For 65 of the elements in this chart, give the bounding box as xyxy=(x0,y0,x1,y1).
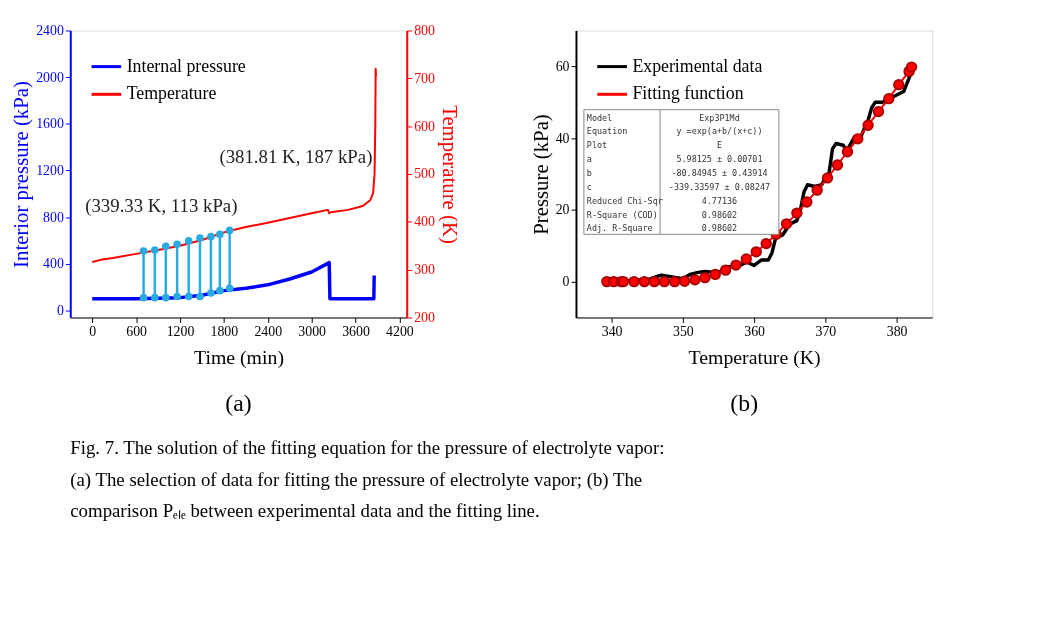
annotation: Reduced Chi-Sqr xyxy=(586,195,663,206)
y2-tick-label: 800 xyxy=(414,22,436,38)
annotation: c xyxy=(586,181,592,192)
y2-tick-label: 600 xyxy=(414,118,436,134)
x-tick-label: 2400 xyxy=(254,323,283,339)
annotation: E xyxy=(716,140,722,151)
legend-label: Fitting function xyxy=(632,83,744,104)
y-tick-label: 1200 xyxy=(36,162,64,178)
annotation: Exp3P1Md xyxy=(699,112,740,123)
x-tick-label: 360 xyxy=(744,323,766,339)
x-tick-label: 600 xyxy=(126,323,148,339)
x-axis-title: Time (min) xyxy=(194,346,284,370)
y-tick-label: 0 xyxy=(56,302,64,318)
annotation: b xyxy=(586,167,592,178)
x-tick-label: 1800 xyxy=(210,323,239,339)
text: (b) xyxy=(730,390,759,417)
annotation: Adj. R-Square xyxy=(586,223,653,234)
annotation: 5.98125 ± 0.00701 xyxy=(676,154,763,165)
y-tick-label: 1600 xyxy=(36,116,64,132)
annotation: 0.98602 xyxy=(701,223,738,234)
y2-tick-label: 400 xyxy=(414,214,436,230)
annotation: a xyxy=(586,154,592,165)
x-tick-label: 380 xyxy=(886,323,908,339)
x-tick-label: 3000 xyxy=(298,323,327,339)
x-axis-title: Temperature (K) xyxy=(688,346,821,370)
annotation: (339.33 K, 113 kPa) xyxy=(85,194,238,217)
x-tick-label: 340 xyxy=(601,323,623,339)
text: comparison Pₑₗₑ between experimental data and the fitting line. xyxy=(70,500,540,522)
x-tick-label: 4200 xyxy=(386,323,414,339)
annotation: 0.98602 xyxy=(701,209,738,220)
y2-tick-label: 300 xyxy=(414,262,436,278)
y-tick-label: 60 xyxy=(555,58,570,74)
x-tick-label: 0 xyxy=(89,323,97,339)
text: (a) The selection of data for fitting the pressure of electrolyte vapor; (b) The xyxy=(70,468,643,491)
annotation: Model xyxy=(586,112,613,123)
legend-label: Temperature xyxy=(126,83,217,104)
y-tick-label: 400 xyxy=(43,256,64,272)
y-tick-label: 0 xyxy=(562,274,570,290)
y2-tick-label: 500 xyxy=(414,166,436,182)
annotation: y =exp(a+b/(x+c)) xyxy=(676,126,763,137)
y2-axis-title: Temperature (K) xyxy=(437,105,462,244)
annotation: (381.81 K, 187 kPa) xyxy=(219,146,373,169)
y-tick-label: 2400 xyxy=(36,22,64,38)
annotation: -339.33597 ± 0.08247 xyxy=(668,181,771,192)
annotation: 4.77136 xyxy=(701,195,738,206)
annotation: -80.84945 ± 0.43914 xyxy=(671,167,768,178)
caption: Fig. 7. The solution of the fitting equation for the pressure of electrolyte vapor: xyxy=(70,437,665,459)
x-tick-label: 370 xyxy=(815,323,837,339)
annotation: Plot xyxy=(586,140,608,151)
legend-label: Internal pressure xyxy=(126,55,246,76)
y-tick-label: 20 xyxy=(555,202,570,218)
x-tick-label: 1200 xyxy=(166,323,195,339)
x-tick-label: 3600 xyxy=(342,323,370,339)
y2-tick-label: 200 xyxy=(414,309,436,325)
y-tick-label: 800 xyxy=(43,209,64,225)
y-tick-label: 40 xyxy=(555,130,570,146)
annotation: Equation xyxy=(586,126,628,137)
y-tick-label: 2000 xyxy=(36,69,64,85)
y2-tick-label: 700 xyxy=(414,70,436,86)
y-axis-title: Interior pressure (kPa) xyxy=(9,81,34,268)
legend-label: Experimental data xyxy=(632,55,763,76)
text: (a) xyxy=(225,390,252,417)
y-axis-title: Pressure (kPa) xyxy=(528,114,553,235)
annotation: R-Square (COD) xyxy=(586,209,658,220)
x-tick-label: 350 xyxy=(672,323,694,339)
